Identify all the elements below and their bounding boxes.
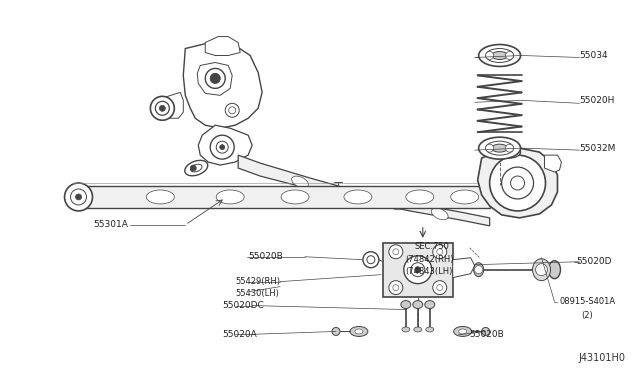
Circle shape: [156, 101, 170, 115]
Circle shape: [159, 105, 165, 111]
Circle shape: [486, 144, 493, 152]
Ellipse shape: [548, 261, 561, 279]
Ellipse shape: [191, 164, 202, 172]
Circle shape: [415, 267, 420, 273]
Ellipse shape: [355, 329, 363, 334]
Ellipse shape: [431, 208, 448, 220]
Polygon shape: [197, 62, 232, 95]
Ellipse shape: [350, 327, 368, 336]
Ellipse shape: [281, 190, 309, 204]
Polygon shape: [452, 258, 475, 278]
Text: (74843(LH): (74843(LH): [405, 267, 452, 276]
Circle shape: [502, 167, 534, 199]
Polygon shape: [205, 36, 240, 55]
Circle shape: [225, 103, 239, 117]
Circle shape: [150, 96, 174, 120]
Circle shape: [511, 176, 525, 190]
Ellipse shape: [486, 48, 513, 62]
Circle shape: [486, 51, 493, 60]
Circle shape: [210, 135, 234, 159]
Ellipse shape: [344, 190, 372, 204]
Polygon shape: [183, 42, 262, 128]
Ellipse shape: [406, 190, 434, 204]
Circle shape: [433, 280, 447, 295]
Circle shape: [65, 183, 93, 211]
Text: 55429(RH): 55429(RH): [235, 277, 280, 286]
Circle shape: [490, 155, 545, 211]
Text: 55020H: 55020H: [579, 96, 615, 105]
Text: J43101H0: J43101H0: [579, 353, 625, 363]
Polygon shape: [238, 155, 490, 226]
Ellipse shape: [332, 327, 340, 336]
Ellipse shape: [401, 301, 411, 308]
Ellipse shape: [337, 187, 353, 199]
Polygon shape: [198, 125, 252, 165]
Circle shape: [536, 264, 547, 276]
Ellipse shape: [216, 190, 244, 204]
Ellipse shape: [387, 198, 403, 210]
Circle shape: [389, 280, 403, 295]
Ellipse shape: [414, 327, 422, 332]
Ellipse shape: [292, 176, 308, 188]
Circle shape: [389, 245, 403, 259]
Text: 55430(LH): 55430(LH): [235, 289, 279, 298]
Text: (74842(RH): (74842(RH): [405, 255, 453, 264]
Text: 55020B: 55020B: [248, 252, 283, 261]
Circle shape: [216, 141, 228, 153]
Polygon shape: [72, 186, 490, 208]
Circle shape: [506, 51, 513, 60]
Circle shape: [433, 245, 447, 259]
Circle shape: [393, 285, 399, 291]
Ellipse shape: [459, 329, 467, 334]
Circle shape: [404, 256, 432, 283]
Circle shape: [506, 144, 513, 152]
Ellipse shape: [479, 137, 520, 159]
Text: 55020B: 55020B: [470, 330, 504, 339]
Text: 55020D: 55020D: [577, 257, 612, 266]
Circle shape: [190, 165, 196, 171]
Ellipse shape: [499, 146, 520, 158]
Polygon shape: [383, 243, 452, 296]
Ellipse shape: [532, 259, 550, 280]
Ellipse shape: [147, 190, 174, 204]
Circle shape: [436, 249, 443, 255]
Ellipse shape: [482, 327, 490, 336]
Ellipse shape: [492, 51, 508, 60]
Circle shape: [475, 266, 483, 274]
Text: 08915-S401A: 08915-S401A: [559, 297, 616, 306]
Ellipse shape: [479, 45, 520, 67]
Circle shape: [411, 263, 425, 277]
Ellipse shape: [425, 301, 435, 308]
Circle shape: [363, 252, 379, 268]
Text: 55020A: 55020A: [222, 330, 257, 339]
Ellipse shape: [185, 160, 208, 176]
Circle shape: [205, 68, 225, 89]
Circle shape: [393, 249, 399, 255]
Ellipse shape: [451, 190, 479, 204]
Circle shape: [220, 145, 225, 150]
Circle shape: [210, 73, 220, 83]
Text: 55301A: 55301A: [93, 220, 129, 230]
Polygon shape: [545, 155, 561, 172]
Text: 55032M: 55032M: [579, 144, 616, 153]
Ellipse shape: [492, 144, 508, 152]
Ellipse shape: [413, 301, 423, 308]
Text: (2): (2): [581, 311, 593, 320]
Text: SEC.750: SEC.750: [415, 242, 450, 251]
Circle shape: [76, 194, 81, 200]
Ellipse shape: [402, 327, 410, 332]
Text: 55020DC: 55020DC: [222, 301, 264, 310]
Ellipse shape: [474, 263, 484, 277]
Polygon shape: [154, 92, 183, 118]
Circle shape: [436, 285, 443, 291]
Text: 55034: 55034: [579, 51, 608, 60]
Ellipse shape: [454, 327, 472, 336]
Circle shape: [70, 189, 86, 205]
Polygon shape: [477, 148, 557, 218]
Ellipse shape: [426, 327, 434, 332]
Ellipse shape: [486, 141, 513, 155]
Circle shape: [367, 256, 375, 264]
